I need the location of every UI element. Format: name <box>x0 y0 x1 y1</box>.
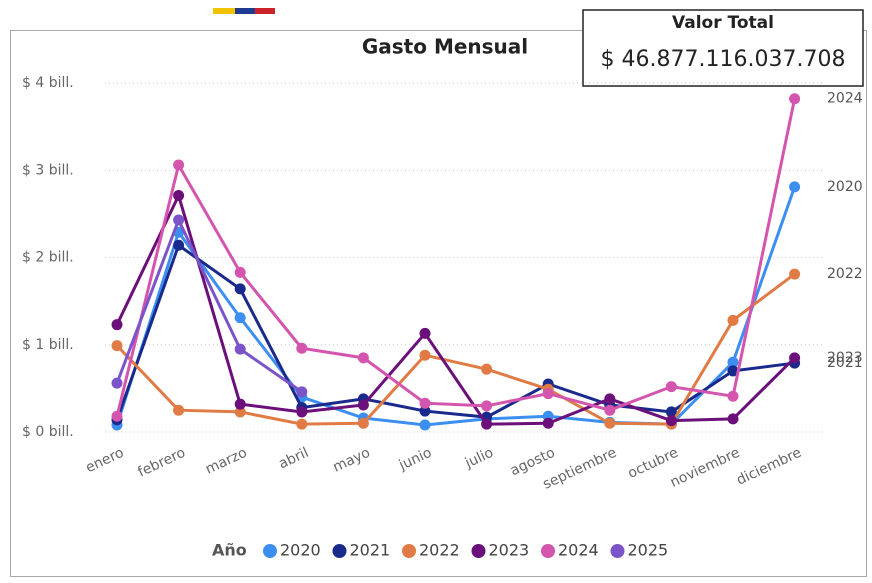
point <box>111 377 123 389</box>
point <box>296 386 308 398</box>
x-tick-label: abril <box>276 445 311 473</box>
point <box>419 327 431 339</box>
legend-label: 2025 <box>628 541 669 560</box>
point <box>419 397 431 409</box>
point <box>234 312 246 324</box>
legend-label: 2020 <box>280 541 321 560</box>
point <box>357 417 369 429</box>
point <box>419 405 431 417</box>
point <box>357 352 369 364</box>
point <box>789 181 801 193</box>
card <box>582 9 864 87</box>
x-tick-label: noviembre <box>668 445 743 491</box>
series-line <box>115 98 797 417</box>
point <box>173 159 185 171</box>
point <box>419 349 431 361</box>
x-tick-label: junio <box>396 445 435 474</box>
point <box>727 365 739 377</box>
point <box>173 404 185 416</box>
point <box>234 398 246 410</box>
point <box>665 406 677 418</box>
end-label: 2024 <box>827 91 863 107</box>
point <box>542 417 554 429</box>
series-line <box>115 191 796 426</box>
end-label: 2022 <box>827 266 863 282</box>
flag-red <box>255 8 275 14</box>
point <box>727 413 739 425</box>
point <box>234 266 246 278</box>
series-line <box>115 186 797 427</box>
point <box>542 388 554 400</box>
y-tick-label: $ 4 bill. <box>22 75 74 91</box>
series-line <box>115 216 303 394</box>
point <box>604 404 616 416</box>
x-tick-label: marzo <box>203 445 250 478</box>
y-tick-label: $ 0 bill. <box>22 424 74 440</box>
chart-title: Gasto Mensual <box>362 35 528 59</box>
y-tick-label: $ 2 bill. <box>22 250 74 266</box>
point <box>419 419 431 431</box>
flag-yellow <box>213 8 235 14</box>
x-tick-label: diciembre <box>734 445 804 489</box>
legend-swatch <box>402 544 416 558</box>
legend-label: 2024 <box>558 541 599 560</box>
end-label: 2020 <box>827 179 863 195</box>
legend-swatch <box>610 544 625 558</box>
point <box>727 390 739 402</box>
legend-label: 2023 <box>489 541 530 560</box>
point <box>173 214 185 226</box>
point <box>234 343 246 355</box>
point <box>481 363 493 375</box>
legend-swatch <box>541 544 555 558</box>
legend-title: Año <box>212 541 247 560</box>
point <box>111 410 123 422</box>
point <box>789 352 801 364</box>
point <box>234 283 246 295</box>
chart-frame <box>10 30 867 577</box>
point <box>234 406 246 418</box>
point <box>296 342 308 354</box>
flag-blue <box>235 8 255 14</box>
point <box>665 415 677 427</box>
x-tick-label: mayo <box>331 445 373 476</box>
card-value: $ 46.877.116.037.708 <box>601 47 846 72</box>
legend-swatch <box>263 544 277 558</box>
point <box>604 393 616 405</box>
legend-label: 2021 <box>350 541 391 560</box>
legend-swatch <box>471 544 486 558</box>
point <box>296 406 308 418</box>
y-tick-label: $ 1 bill. <box>22 337 74 353</box>
card-title: Valor Total <box>672 13 774 33</box>
point <box>111 319 123 331</box>
point <box>789 93 801 105</box>
point <box>481 418 493 430</box>
x-tick-label: febrero <box>135 445 188 481</box>
point <box>173 239 185 251</box>
x-tick-label: julio <box>462 445 496 472</box>
point <box>173 190 185 202</box>
point <box>727 356 739 368</box>
point <box>604 417 616 429</box>
point <box>111 340 123 352</box>
point <box>481 400 493 412</box>
point <box>789 268 801 280</box>
y-tick-label: $ 3 bill. <box>22 162 74 178</box>
end-label: 2021 <box>827 355 863 371</box>
point <box>665 381 677 393</box>
point <box>296 418 308 430</box>
legend-label: 2022 <box>419 541 460 560</box>
end-label: 2023 <box>827 350 863 366</box>
point <box>727 314 739 326</box>
legend-swatch <box>332 544 347 558</box>
series-line <box>115 272 796 426</box>
point <box>357 399 369 411</box>
x-tick-label: enero <box>83 445 126 476</box>
